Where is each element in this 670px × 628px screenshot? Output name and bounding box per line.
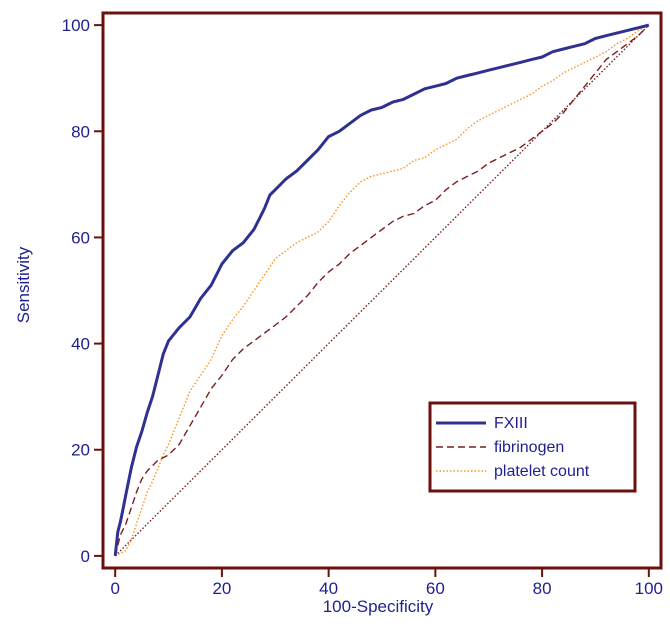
y-tick-label: 100	[62, 16, 90, 35]
x-tick-label: 20	[212, 579, 231, 598]
x-tick-label: 100	[635, 579, 663, 598]
legend-label-fibrinogen: fibrinogen	[494, 439, 564, 456]
y-tick-label: 40	[71, 335, 90, 354]
axis-ticks: 0 20 40 60 80 100 0 20 40 60 80 100	[62, 16, 663, 598]
x-tick-label: 60	[426, 579, 445, 598]
y-tick-label: 60	[71, 228, 90, 247]
series-line-fxiii	[113, 23, 650, 557]
x-tick-label: 80	[533, 579, 552, 598]
legend-label-fxiii: FXIII	[494, 415, 528, 432]
legend-label-platelet-count: platelet count	[494, 463, 590, 480]
series-line-fibrinogen	[114, 24, 650, 557]
x-axis-title: 100-Specificity	[323, 597, 434, 616]
y-tick-label: 80	[71, 122, 90, 141]
legend: FXIII fibrinogen platelet count	[428, 401, 637, 493]
y-tick-label: 20	[71, 441, 90, 460]
series-line-platelet-count	[114, 24, 650, 557]
plot-frame	[101, 11, 663, 570]
series-layer	[113, 23, 650, 557]
x-tick-label: 0	[110, 579, 119, 598]
y-tick-label: 0	[81, 547, 90, 566]
reference-diagonal-line	[114, 24, 650, 557]
y-axis-title: Sensitivity	[14, 246, 33, 323]
x-tick-label: 40	[319, 579, 338, 598]
